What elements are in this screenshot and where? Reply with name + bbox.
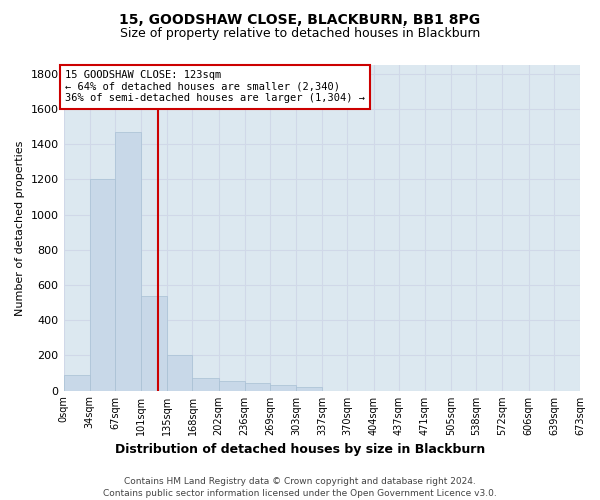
Bar — [296, 387, 322, 390]
Bar — [218, 381, 245, 390]
Text: 15, GOODSHAW CLOSE, BLACKBURN, BB1 8PG: 15, GOODSHAW CLOSE, BLACKBURN, BB1 8PG — [119, 12, 481, 26]
Y-axis label: Number of detached properties: Number of detached properties — [15, 140, 25, 316]
Bar — [89, 180, 115, 390]
Bar — [270, 386, 296, 390]
Bar — [64, 375, 89, 390]
Bar — [167, 356, 193, 390]
Bar — [245, 382, 270, 390]
Text: 15 GOODSHAW CLOSE: 123sqm
← 64% of detached houses are smaller (2,340)
36% of se: 15 GOODSHAW CLOSE: 123sqm ← 64% of detac… — [65, 70, 365, 104]
Text: Distribution of detached houses by size in Blackburn: Distribution of detached houses by size … — [115, 442, 485, 456]
Text: Contains public sector information licensed under the Open Government Licence v3: Contains public sector information licen… — [103, 489, 497, 498]
Text: Contains HM Land Registry data © Crown copyright and database right 2024.: Contains HM Land Registry data © Crown c… — [124, 478, 476, 486]
Bar — [141, 296, 167, 390]
Text: Size of property relative to detached houses in Blackburn: Size of property relative to detached ho… — [120, 28, 480, 40]
Bar — [193, 378, 218, 390]
Bar — [115, 132, 141, 390]
